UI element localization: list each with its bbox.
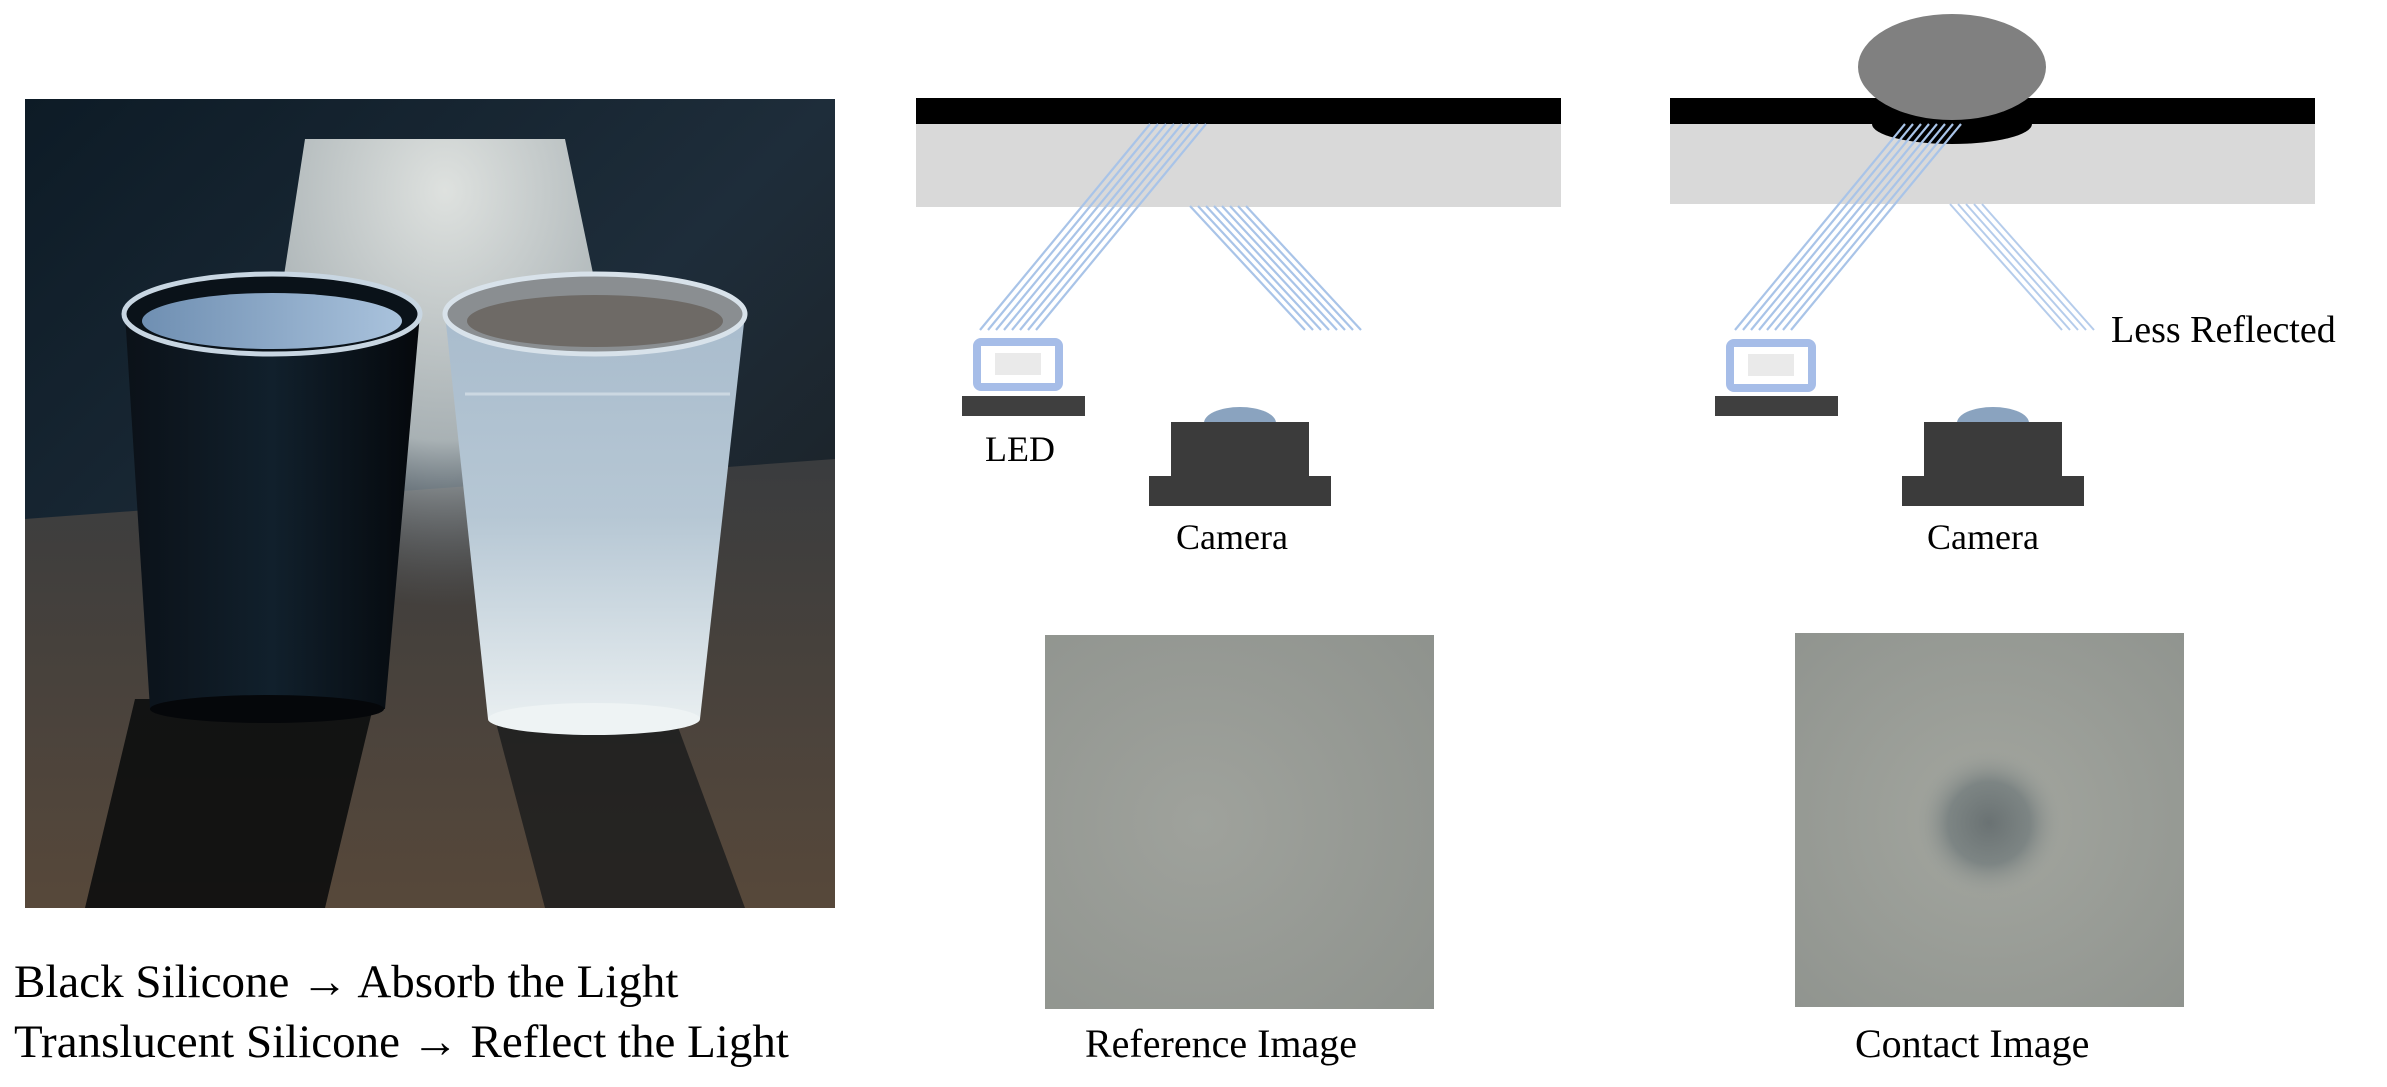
black-coating-layer — [916, 98, 1561, 124]
contact-image-caption: Contact Image — [1855, 1021, 2090, 1066]
incident-light-rays — [979, 123, 1207, 331]
incident-light-rays — [1734, 123, 1962, 331]
gel-layer — [916, 124, 1561, 207]
no-contact-schematic — [916, 98, 1561, 506]
led-label: LED — [985, 429, 1055, 469]
caption-translucent-silicone: Translucent Silicone → Reflect the Light — [14, 1016, 789, 1068]
contact-schematic — [1670, 14, 2315, 506]
indenter-object — [1858, 14, 2046, 120]
less-reflected-label: Less Reflected — [2111, 309, 2336, 351]
led-icon — [962, 338, 1085, 416]
reference-image — [1045, 635, 1434, 1009]
contact-spot — [1914, 748, 2064, 898]
contact-image — [1795, 633, 2184, 1007]
camera-icon — [1149, 407, 1331, 506]
led-icon — [1715, 339, 1838, 416]
camera-icon — [1902, 407, 2084, 506]
cups-photo — [25, 99, 835, 908]
reflected-light-rays — [1949, 203, 2095, 331]
cups-photo-illustration — [25, 99, 835, 908]
camera-label-right: Camera — [1927, 517, 2039, 557]
reflected-light-rays — [1189, 205, 1362, 331]
camera-label-left: Camera — [1176, 517, 1288, 557]
reference-image-caption: Reference Image — [1085, 1021, 1358, 1066]
caption-black-silicone: Black Silicone → Absorb the Light — [14, 956, 679, 1008]
